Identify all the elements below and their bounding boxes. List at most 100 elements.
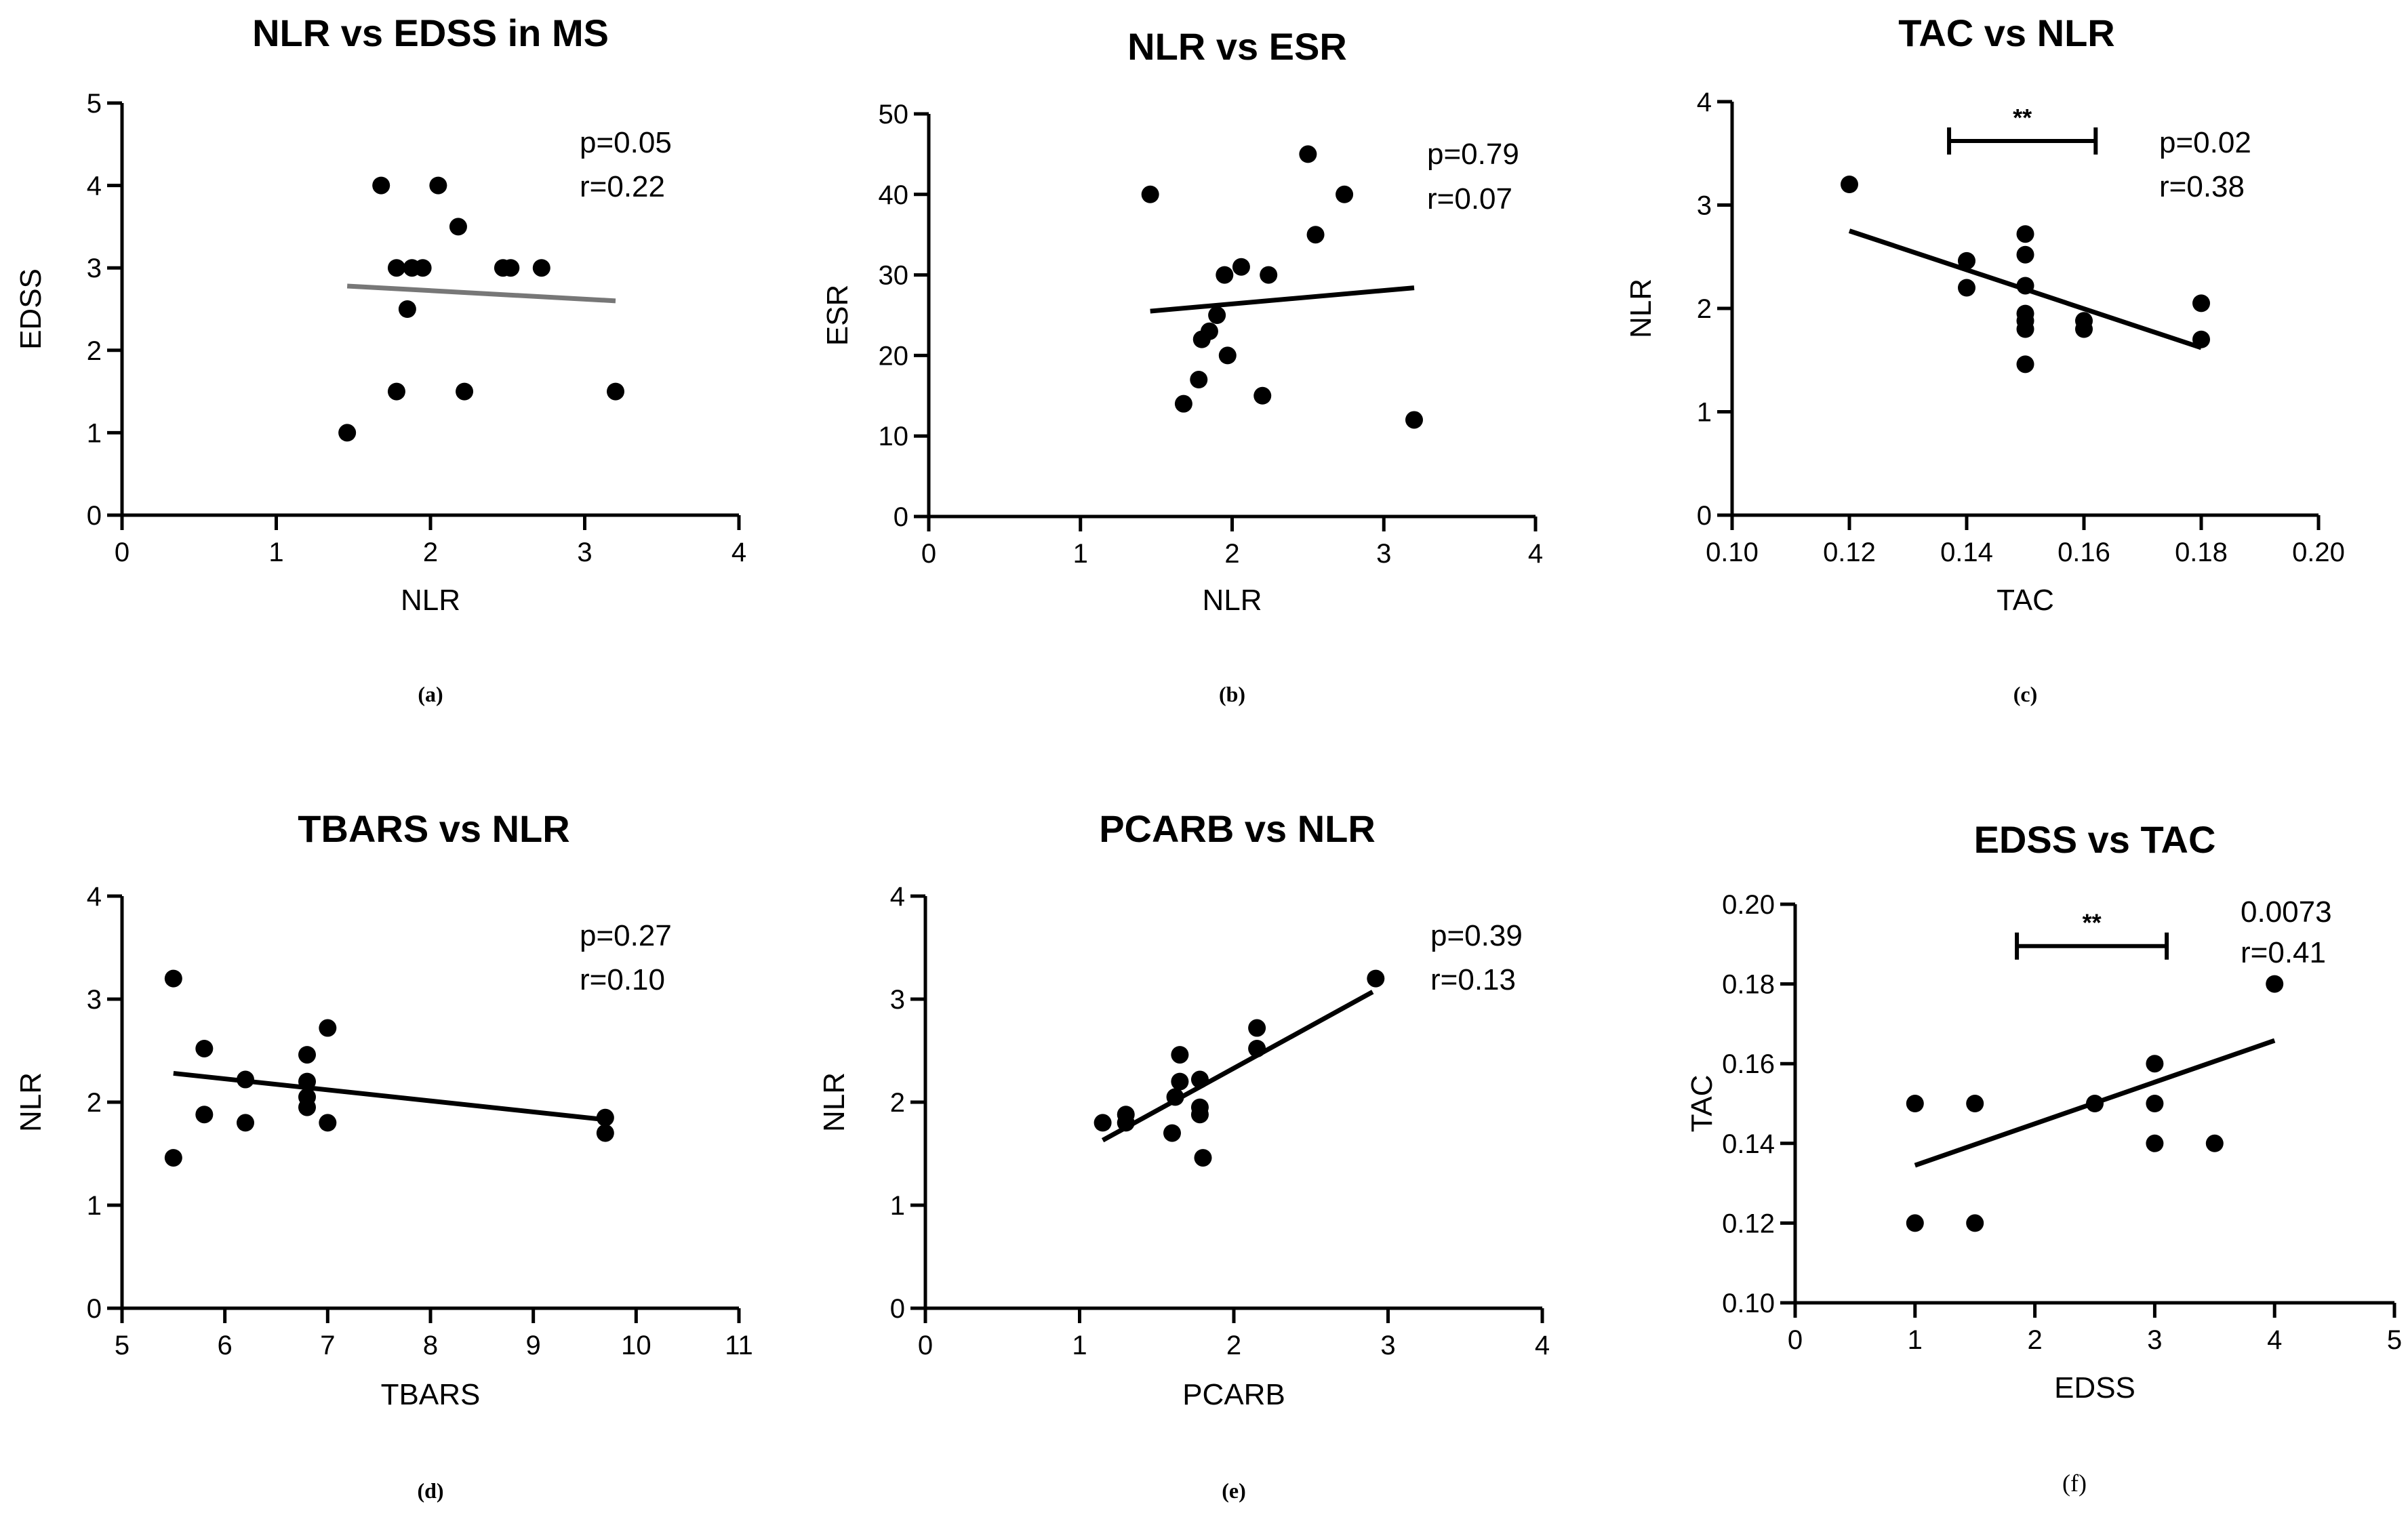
panel-label: (e)	[1222, 1478, 1246, 1503]
chart-panel-d: TBARS vs NLR 0 1 2 3 4 5 6 7 8 9 10 11 TBARS NLR p=0.27…	[14, 807, 753, 1503]
data-point	[1966, 1095, 1984, 1112]
data-point	[1194, 1149, 1212, 1167]
data-point	[596, 1124, 614, 1142]
y-tick-label: 50	[879, 100, 909, 129]
y-tick-label: 1	[890, 1191, 905, 1221]
x-tick-label: 2	[1224, 539, 1239, 569]
data-point	[607, 382, 624, 401]
data-point	[298, 1046, 316, 1064]
data-point	[319, 1114, 337, 1132]
data-point	[2266, 975, 2284, 993]
x-tick-label: 5	[115, 1331, 129, 1360]
data-point	[1163, 1124, 1181, 1142]
chart-panel-a: NLR vs EDSS in MS 0 1 2 3 4 5 0 1 2 3 4 NLR EDSS p=0.0…	[14, 12, 746, 706]
data-point	[2016, 245, 2034, 264]
data-point	[1208, 306, 1226, 324]
x-tick-label: 0.14	[1940, 538, 1993, 567]
data-point	[372, 176, 390, 195]
data-point	[596, 1108, 614, 1127]
data-point	[1248, 1019, 1266, 1037]
significance-label: **	[2083, 909, 2102, 937]
y-tick-label: 10	[879, 422, 909, 451]
stat-annotation: p=0.05	[580, 126, 672, 159]
data-point	[1966, 1214, 1984, 1232]
y-tick-label: 2	[87, 1088, 102, 1118]
y-tick-label: 0	[894, 502, 908, 532]
stat-annotation: r=0.10	[580, 963, 665, 996]
x-axis-label: TAC	[1996, 584, 2054, 617]
chart-title: TBARS vs NLR	[298, 807, 569, 850]
data-point	[298, 1098, 316, 1116]
x-tick-label: 2	[423, 538, 438, 567]
y-axis-label: EDSS	[14, 268, 47, 350]
regression-line	[346, 283, 616, 304]
data-point	[429, 176, 447, 195]
stat-annotation: p=0.79	[1427, 138, 1519, 171]
data-point	[1190, 1070, 1209, 1089]
data-point	[1141, 185, 1159, 203]
y-axis-label: NLR	[14, 1072, 47, 1132]
data-point	[1958, 251, 1975, 270]
y-tick-label: 0.10	[1722, 1289, 1775, 1318]
data-point	[2075, 320, 2093, 338]
data-point	[338, 424, 357, 442]
y-tick-label: 0.18	[1722, 970, 1775, 1000]
x-tick-label: 0	[1788, 1325, 1803, 1355]
significance-label: **	[2013, 104, 2032, 132]
y-tick-label: 3	[87, 985, 102, 1015]
data-point	[1171, 1046, 1189, 1064]
data-point	[1216, 266, 1234, 284]
data-point	[387, 259, 405, 277]
panel-label: (b)	[1219, 682, 1245, 706]
x-tick-label: 9	[526, 1331, 541, 1360]
y-tick-label: 3	[1697, 191, 1712, 221]
data-point	[2016, 225, 2034, 243]
data-point	[1367, 969, 1385, 988]
panel-label: (f)	[2062, 1470, 2087, 1497]
y-tick-label: 0	[890, 1294, 905, 1324]
data-point	[2146, 1055, 2164, 1073]
stat-annotation: p=0.27	[580, 919, 672, 952]
data-point	[164, 969, 182, 988]
data-point	[2016, 355, 2034, 373]
data-point	[1841, 176, 1858, 193]
chart-title: PCARB vs NLR	[1099, 807, 1376, 850]
data-point	[2192, 330, 2210, 348]
y-tick-label: 0.14	[1722, 1129, 1775, 1159]
chart-panel-c: TAC vs NLR 0 1 2 3 4 0.10 0.12 0.14 0.16 0.18 0.20 T…	[1624, 12, 2345, 706]
x-tick-label: 1	[1073, 539, 1088, 569]
x-tick-label: 3	[2147, 1325, 2162, 1355]
y-tick-label: 0.12	[1722, 1209, 1775, 1238]
y-tick-label: 20	[879, 341, 909, 371]
y-tick-label: 40	[879, 180, 909, 210]
regression-line	[1101, 990, 1374, 1143]
x-tick-label: 0.20	[2292, 538, 2345, 567]
data-point	[2016, 277, 2034, 295]
y-tick-label: 2	[890, 1088, 905, 1118]
x-tick-label: 0.18	[2175, 538, 2228, 567]
y-tick-label: 2	[87, 336, 102, 366]
data-point	[298, 1072, 316, 1091]
data-point	[319, 1019, 337, 1037]
stat-annotation: r=0.13	[1430, 963, 1516, 996]
stat-annotation: r=0.41	[2241, 936, 2326, 969]
y-tick-label: 4	[890, 882, 905, 912]
chart-panel-e: PCARB vs NLR 0 1 2 3 4 0 1 2 3 4 PCARB NLR p=0.39 r=0.…	[818, 807, 1550, 1503]
x-tick-label: 0	[921, 539, 936, 569]
x-tick-label: 3	[1376, 539, 1391, 569]
x-tick-label: 7	[320, 1331, 335, 1360]
data-point	[1248, 1039, 1266, 1057]
x-tick-label: 4	[731, 538, 746, 567]
data-point	[2016, 320, 2034, 338]
x-tick-label: 10	[621, 1331, 651, 1360]
y-tick-label: 5	[87, 89, 102, 119]
data-point	[1174, 395, 1192, 413]
x-tick-label: 3	[577, 538, 592, 567]
data-point	[532, 259, 550, 277]
x-tick-label: 1	[268, 538, 283, 567]
x-tick-label: 0.10	[1706, 538, 1759, 567]
data-point	[1218, 346, 1237, 365]
chart-title: NLR vs ESR	[1127, 25, 1347, 68]
data-point	[1958, 279, 1975, 297]
data-point	[1306, 226, 1325, 244]
